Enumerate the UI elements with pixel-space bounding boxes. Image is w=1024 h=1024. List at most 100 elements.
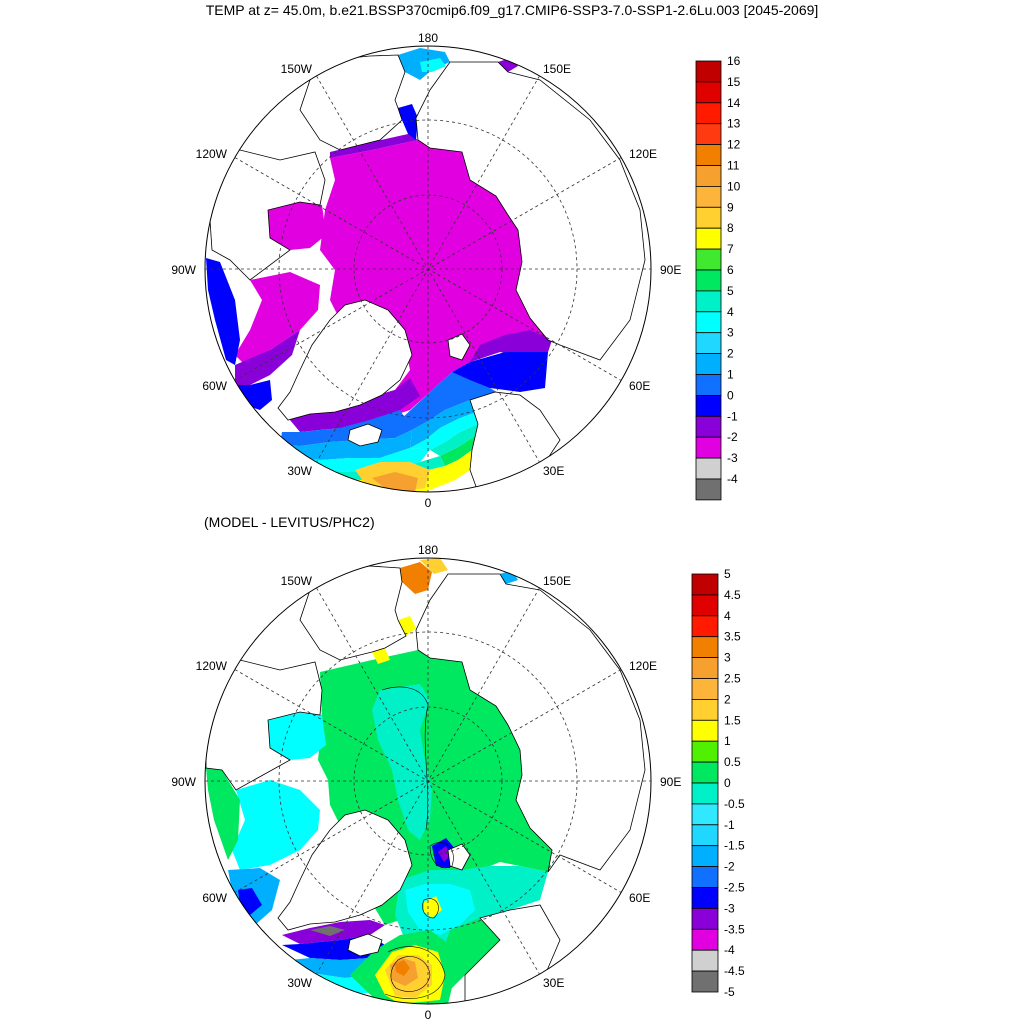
top-purple-band bbox=[330, 134, 418, 158]
top-nordic-sky bbox=[410, 396, 490, 448]
bottom-colorbar-swatch bbox=[691, 657, 719, 679]
bottom-colorbar-swatch bbox=[691, 782, 719, 805]
bottom-colorbar-swatch bbox=[691, 678, 719, 700]
top-nordic-yellow bbox=[440, 450, 472, 486]
bottom-colorbar-swatch bbox=[691, 761, 719, 784]
top-colorbar-swatch bbox=[695, 123, 722, 145]
top-colorbar-label: 6 bbox=[727, 263, 734, 277]
bottom-beaufort-yellow-field bbox=[372, 648, 390, 664]
top-siberia-land bbox=[415, 61, 646, 361]
top-colorbar-swatch bbox=[695, 478, 722, 501]
bottom-colorbar-label: -2 bbox=[724, 860, 735, 874]
top-colorbar-label: 1 bbox=[727, 368, 734, 382]
bottom-colorbar-swatch bbox=[691, 636, 719, 659]
bottom-lon-0: 0 bbox=[425, 1008, 432, 1022]
top-lon-60w: 60W bbox=[202, 379, 227, 393]
top-colorbar-swatch bbox=[695, 144, 722, 166]
top-graticule bbox=[205, 46, 651, 492]
bottom-greenland-land bbox=[277, 809, 413, 931]
bottom-colorbar-label: 4.5 bbox=[724, 588, 741, 602]
top-lon-120e: 120E bbox=[629, 147, 657, 161]
bottom-colorbar-label: 3 bbox=[724, 651, 731, 665]
bottom-irminger-gray-patch bbox=[310, 926, 345, 936]
top-colorbar-label: 5 bbox=[727, 284, 734, 298]
bottom-colorbar-swatch bbox=[691, 970, 719, 993]
bottom-bering-orange-field bbox=[400, 562, 432, 594]
bottom-colorbar-swatch bbox=[691, 615, 719, 638]
top-colorbar-label: 14 bbox=[727, 96, 741, 110]
bottom-colorbar-swatch bbox=[691, 928, 719, 951]
top-colorbar-swatch bbox=[695, 332, 722, 355]
top-colorbar-label: -2 bbox=[727, 430, 738, 444]
bottom-graticule bbox=[205, 558, 651, 1004]
bottom-colorbar-label: 0 bbox=[724, 776, 731, 790]
bottom-lon-180: 180 bbox=[418, 543, 438, 557]
bottom-colorbar-label: -4.5 bbox=[724, 964, 745, 978]
top-colorbar-label: 3 bbox=[727, 326, 734, 340]
bottom-colorbar-label: 0.5 bbox=[724, 755, 741, 769]
top-irminger-sky bbox=[280, 430, 412, 460]
top-lon-90e: 90E bbox=[660, 263, 681, 277]
top-colorbar-label: 13 bbox=[727, 117, 741, 131]
top-colorbar-label: 10 bbox=[727, 179, 741, 193]
top-colorbar-swatch bbox=[695, 269, 722, 292]
top-bering-cyan bbox=[420, 58, 446, 72]
top-lon-150w: 150W bbox=[281, 62, 313, 76]
top-colorbar-swatch bbox=[695, 206, 722, 229]
bottom-lon-150e: 150E bbox=[543, 574, 571, 588]
top-lon-150e: 150E bbox=[543, 62, 571, 76]
bottom-colorbar-swatch bbox=[691, 740, 719, 763]
bottom-map-fields bbox=[205, 558, 646, 1004]
top-colorbar-swatch bbox=[695, 165, 722, 187]
top-colorbar-swatch bbox=[695, 436, 722, 459]
top-svalbard-land bbox=[447, 333, 471, 361]
top-colorbar-label: -4 bbox=[727, 472, 738, 486]
bottom-colorbar-label: 5 bbox=[724, 567, 731, 581]
top-nordic-mid-blue bbox=[400, 372, 500, 430]
bottom-colorbar-label: 1 bbox=[724, 734, 731, 748]
top-colorbar-swatch bbox=[695, 185, 722, 208]
bottom-canada-land bbox=[205, 659, 323, 791]
bottom-colorbar-label: -5 bbox=[724, 985, 735, 999]
top-colorbar-label: 0 bbox=[727, 388, 734, 402]
top-colorbar-swatch bbox=[695, 394, 722, 417]
top-lon-180: 180 bbox=[418, 31, 438, 45]
top-colorbar-swatch bbox=[695, 374, 722, 396]
top-colorbar-label: 12 bbox=[727, 138, 741, 152]
bottom-bering-gold-field bbox=[420, 558, 448, 574]
bottom-colorbar-label: 2 bbox=[724, 692, 731, 706]
top-colorbar-label: 15 bbox=[727, 75, 741, 89]
top-colorbar-swatch bbox=[695, 311, 722, 334]
top-colorbar-swatch bbox=[695, 60, 722, 83]
bottom-colorbar-swatch bbox=[691, 594, 719, 617]
bottom-colorbar-label: -3 bbox=[724, 901, 735, 915]
difference-subtitle: (MODEL - LEVITUS/PHC2) bbox=[204, 514, 375, 530]
top-irminger-aqua bbox=[322, 456, 445, 480]
bottom-lon-60e: 60E bbox=[629, 891, 650, 905]
top-blue-band bbox=[452, 352, 548, 392]
bottom-polar-map: 180 0 90W 90E 150W 150E 120W 120E 60W 60… bbox=[171, 543, 681, 1022]
bottom-colorbar-swatch bbox=[691, 949, 719, 972]
bottom-south-dark-orange-field bbox=[395, 960, 410, 976]
top-colorbar-label: 16 bbox=[727, 54, 741, 68]
top-greenland-land bbox=[277, 299, 413, 421]
bottom-colorbar-label: -1 bbox=[724, 818, 735, 832]
top-colorbar-label: 7 bbox=[727, 242, 734, 256]
bottom-longitude-labels: 180 0 90W 90E 150W 150E 120W 120E 60W 60… bbox=[171, 543, 681, 1022]
bottom-colorbar-label: -2.5 bbox=[724, 881, 745, 895]
bottom-lon-90e: 90E bbox=[660, 775, 681, 789]
bottom-arctic-aqua-field bbox=[372, 684, 432, 840]
top-colorbar-swatch bbox=[695, 353, 722, 375]
bottom-colorbar-swatch bbox=[691, 887, 719, 909]
bottom-lon-90w: 90W bbox=[171, 775, 196, 789]
bottom-siberia-land bbox=[415, 573, 646, 873]
top-polar-map: 180 0 90W 90E 150W 150E 120W 120E 60W 60… bbox=[171, 31, 681, 510]
top-lon-60e: 60E bbox=[629, 379, 650, 393]
bottom-chukchi-yellow-field bbox=[398, 616, 416, 636]
bottom-lon-30w: 30W bbox=[287, 976, 312, 990]
bottom-lon-30e: 30E bbox=[543, 976, 564, 990]
bottom-colorbar-label: 2.5 bbox=[724, 672, 741, 686]
top-colorbar-label: -1 bbox=[727, 409, 738, 423]
top-colorbar-swatch bbox=[695, 102, 722, 125]
